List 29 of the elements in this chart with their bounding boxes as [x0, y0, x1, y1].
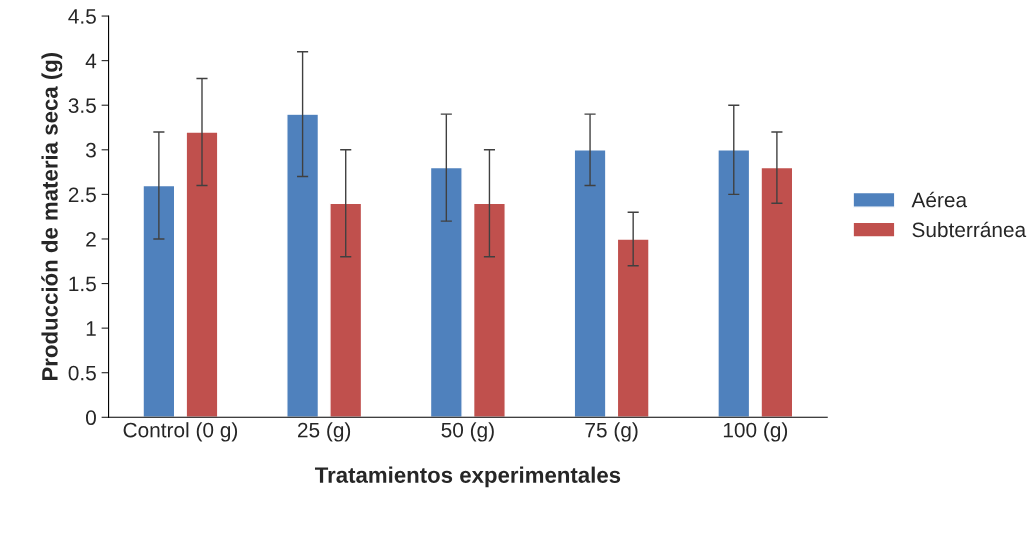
x-tick-label: 50 (g): [441, 422, 494, 442]
y-tick-label: 3.5: [68, 98, 96, 113]
bar: [286, 113, 320, 418]
y-tick-label: 2.5: [68, 187, 96, 203]
y-tick-label: 2: [86, 231, 96, 247]
bar: [429, 166, 463, 418]
legend-label: Subterránea: [912, 221, 1027, 238]
bar: [142, 184, 176, 418]
bar: [616, 238, 650, 418]
bar: [472, 202, 506, 418]
y-tick-label: 4: [85, 53, 97, 69]
bar: [717, 149, 751, 418]
x-tick-label: 100 (g): [723, 422, 788, 442]
x-tick-label: Control (0 g): [123, 422, 238, 442]
y-axis-title: Producción de materia seca (g): [41, 52, 63, 381]
bar: [760, 166, 794, 418]
legend-label: Aérea: [911, 191, 968, 208]
y-tick-label: 4.5: [68, 9, 96, 24]
x-tick-label: 75 (g): [585, 422, 638, 442]
bar: [573, 149, 607, 418]
y-tick-label: 3: [85, 142, 96, 158]
bar: [185, 131, 219, 418]
y-tick-label: 1.5: [69, 276, 96, 292]
x-axis-title: Tratamientos experimentales: [314, 466, 621, 488]
y-tick-label: 0.5: [68, 365, 96, 381]
bar: [329, 202, 363, 418]
y-tick-label: 1: [86, 321, 96, 336]
x-tick-label: 25 (g): [298, 422, 351, 442]
y-tick-label: 0: [85, 410, 96, 426]
